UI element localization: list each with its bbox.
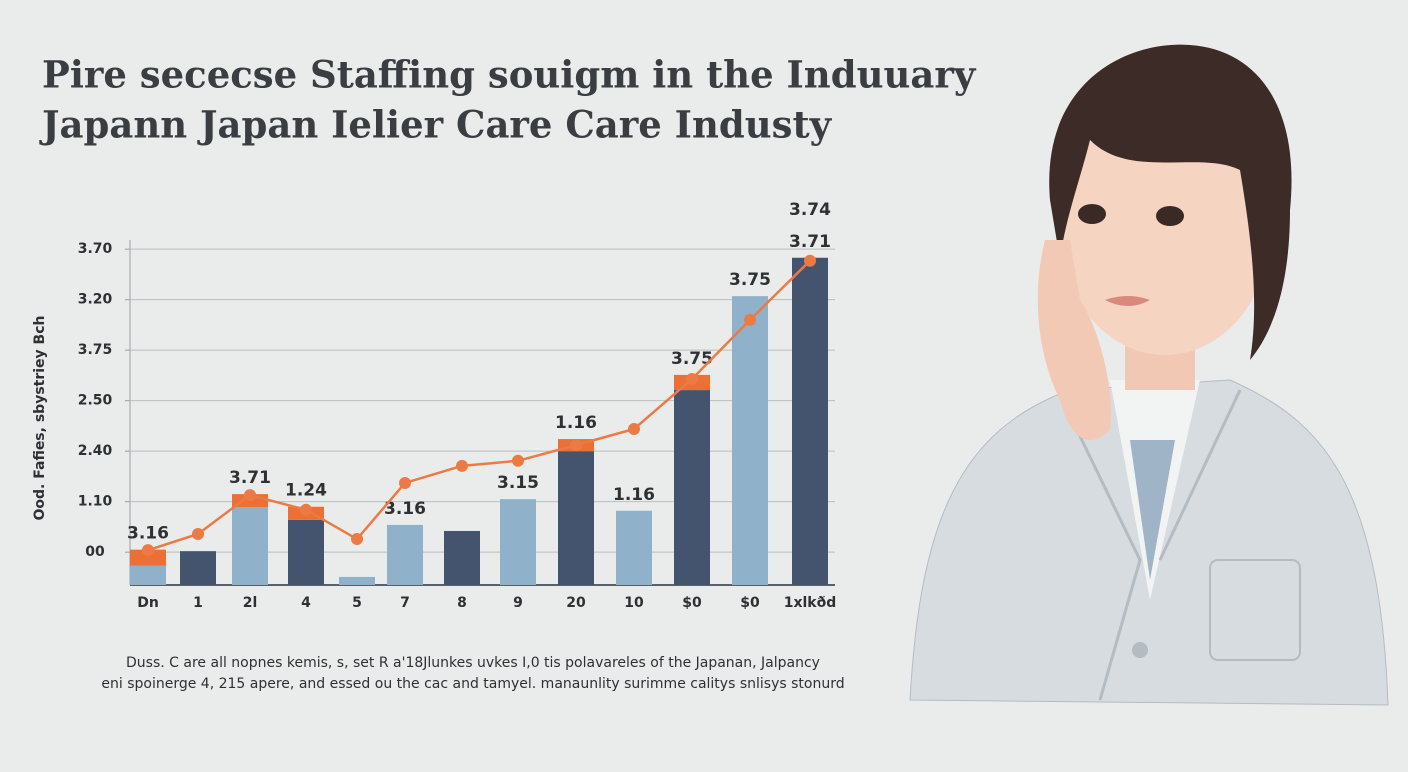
bar-label: 1.16	[613, 485, 655, 505]
bar-segment	[130, 565, 166, 585]
bar-segment	[558, 451, 594, 585]
trend-point	[744, 313, 756, 326]
x-tick-label: 2l	[243, 595, 258, 611]
trend-point	[804, 254, 816, 267]
bar-label: 3.15	[497, 473, 539, 493]
bar-label: 3.75	[729, 270, 771, 290]
y-tick-label: 3.70	[78, 241, 113, 257]
bar-segment	[792, 257, 828, 585]
y-axis-label: Ood. Fafies, sbystriey Bch	[32, 316, 48, 521]
bar-segment	[180, 551, 216, 585]
bar-segment	[674, 390, 710, 585]
y-tick-label: 1.10	[78, 494, 113, 510]
x-tick-label: 10	[624, 595, 644, 611]
trend-point	[686, 372, 698, 385]
x-tick-label: 9	[513, 595, 523, 611]
bar-segment	[444, 530, 480, 585]
bar-label: 3.16	[384, 499, 426, 519]
trend-point	[456, 459, 468, 472]
bar-segment	[288, 519, 324, 585]
y-tick-label: 00	[85, 544, 105, 560]
y-tick-label: 2.50	[78, 393, 113, 409]
x-tick-label: 1xlkðd	[784, 595, 837, 611]
footnote: eni spoinerge 4, 215 apere, and essed ou…	[101, 676, 844, 692]
chart-title: Japann Japan Ielier Care Care Industy	[39, 103, 833, 147]
trend-point	[244, 489, 256, 502]
trend-point	[142, 544, 154, 557]
trend-point	[351, 533, 363, 546]
trend-point	[512, 454, 524, 467]
y-tick-label: 2.40	[78, 443, 113, 459]
bar-label: 1.24	[285, 481, 327, 501]
bar-label: 3.16	[127, 524, 169, 544]
bar-segment	[616, 510, 652, 585]
trend-point	[628, 422, 640, 435]
trend-point	[399, 476, 411, 489]
bar-segment	[732, 296, 768, 585]
x-tick-label: 7	[400, 595, 410, 611]
x-tick-label: 1	[193, 595, 203, 611]
bar-label: 3.71	[229, 468, 271, 488]
illustration	[909, 44, 1389, 706]
bar-segment	[232, 507, 268, 585]
bar-segment	[500, 499, 536, 585]
x-tick-label: 4	[301, 595, 311, 611]
x-tick-label: 20	[566, 595, 586, 611]
x-tick-label: $0	[682, 595, 702, 611]
bar-label: 1.16	[555, 413, 597, 433]
bar-label: 3.75	[671, 349, 713, 369]
trend-point	[570, 439, 582, 452]
bar-segment	[130, 549, 166, 566]
x-tick-label: Dn	[137, 595, 159, 611]
bar-segment	[339, 576, 375, 585]
bar-label: 3.71	[789, 232, 831, 252]
y-tick-label: 3.75	[78, 342, 113, 358]
x-tick-label: $0	[740, 595, 760, 611]
trend-point	[300, 503, 312, 516]
footnote: Duss. C are all nopnes kemis, s, set R a…	[126, 655, 820, 671]
bar-label: 3.74	[789, 200, 831, 220]
bar-segment	[387, 524, 423, 585]
trend-point	[192, 527, 204, 540]
y-tick-label: 3.20	[78, 292, 113, 308]
x-tick-label: 5	[352, 595, 362, 611]
x-tick-label: 8	[457, 595, 467, 611]
chart-title: Pire sececse Staffing souigm in the Indu…	[42, 53, 977, 97]
